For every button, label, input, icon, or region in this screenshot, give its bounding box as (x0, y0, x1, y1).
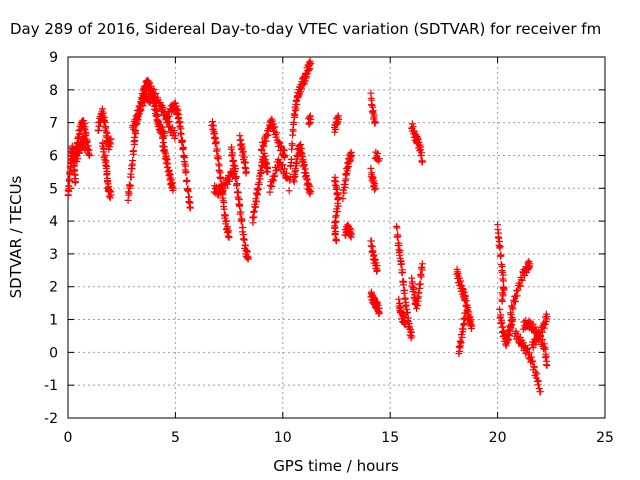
x-tick-label: 10 (274, 430, 292, 446)
y-tick-label: 2 (49, 280, 58, 296)
y-axis-label: SDTVAR / TECUs (7, 175, 25, 298)
x-tick-label: 15 (381, 430, 399, 446)
y-tick-label: 9 (49, 50, 58, 66)
axis-ticks (67, 56, 606, 419)
y-tick-label: 4 (49, 214, 58, 230)
x-axis-label: GPS time / hours (273, 457, 399, 475)
x-tick-label: 5 (171, 430, 180, 446)
chart-title: Day 289 of 2016, Sidereal Day-to-day VTE… (10, 20, 601, 38)
y-tick-label: 7 (49, 116, 58, 132)
y-tick-label: -2 (44, 411, 58, 427)
x-tick-labels: 0 5 10 15 20 25 (64, 430, 614, 446)
y-tick-label: 0 (49, 345, 58, 361)
y-tick-labels: -2 -1 0 1 2 3 4 5 6 7 8 9 (44, 50, 58, 427)
y-tick-label: 1 (49, 313, 58, 329)
x-tick-label: 20 (489, 430, 507, 446)
y-tick-label: 8 (49, 83, 58, 99)
data-points (64, 57, 551, 396)
plot-frame (67, 56, 606, 419)
x-tick-label: 25 (596, 430, 614, 446)
x-tick-label: 0 (64, 430, 73, 446)
y-tick-label: 3 (49, 247, 58, 263)
y-tick-label: 5 (49, 181, 58, 197)
y-tick-label: 6 (49, 148, 58, 164)
plus-markers (64, 57, 551, 396)
y-tick-label: -1 (44, 378, 58, 394)
